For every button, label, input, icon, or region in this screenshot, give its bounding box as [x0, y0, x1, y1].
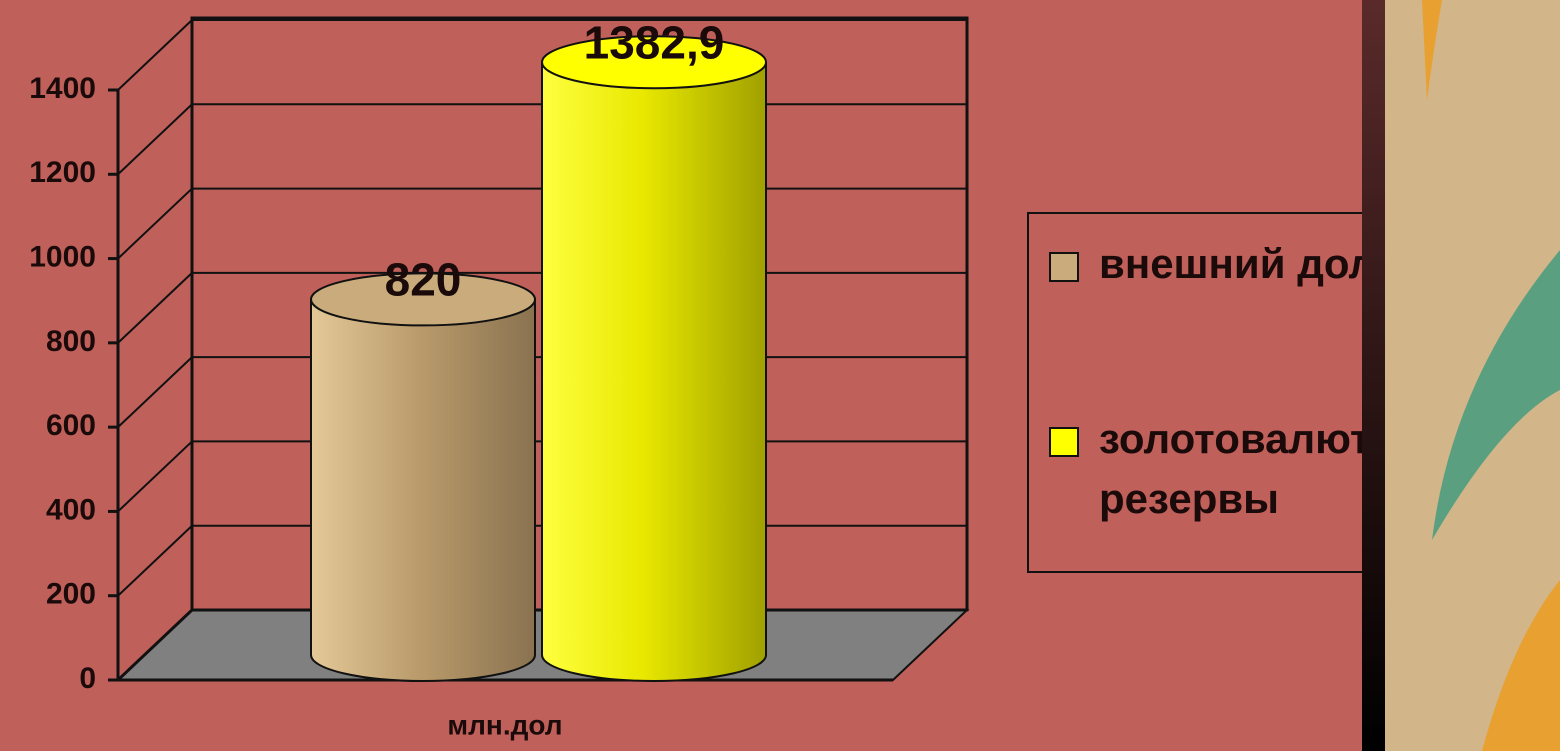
- legend-swatch: [1049, 252, 1079, 282]
- grid-line: [118, 104, 192, 174]
- cylinder: [542, 62, 766, 681]
- page: млн.дол 0 200 400 600 800 1000 1200 1400 820 1382…: [0, 0, 1560, 751]
- y-tick-label: 0: [79, 662, 96, 695]
- data-label: 820: [385, 254, 462, 306]
- grid-line: [118, 357, 192, 427]
- grid-line: [118, 189, 192, 259]
- grid-line: [118, 441, 192, 511]
- grid-line: [118, 273, 192, 343]
- data-label: 1382,9: [584, 16, 725, 68]
- cylinder: [311, 299, 535, 681]
- y-tick-label: 1000: [29, 240, 96, 273]
- x-category-label: млн.дол: [447, 709, 562, 740]
- y-tick-label: 1400: [29, 72, 96, 105]
- y-tick-label: 400: [46, 493, 96, 526]
- grid-line: [118, 20, 192, 90]
- grid-line: [118, 526, 192, 596]
- y-tick-label: 200: [46, 578, 96, 611]
- legend-swatch: [1049, 427, 1079, 457]
- decorative-panel: [1362, 0, 1560, 751]
- y-tick-label: 1200: [29, 156, 96, 189]
- y-tick-label: 800: [46, 325, 96, 358]
- y-tick-label: 600: [46, 409, 96, 442]
